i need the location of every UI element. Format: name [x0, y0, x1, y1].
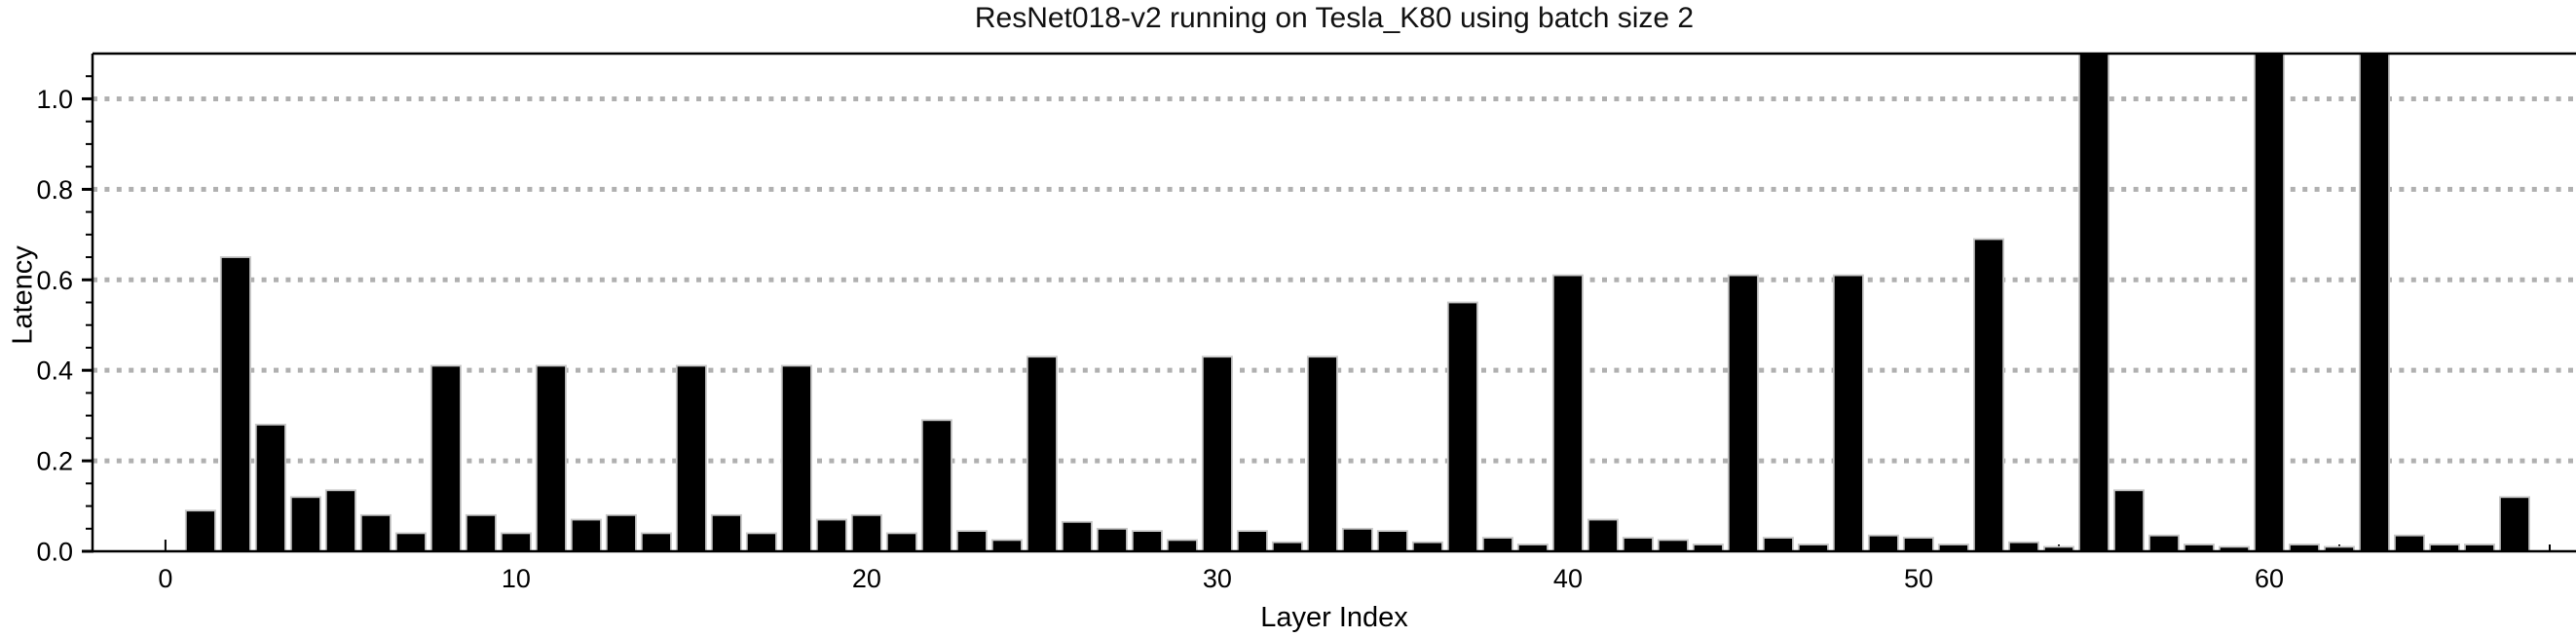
- bar-layer-5: [324, 489, 356, 551]
- bar-layer-46: [1762, 537, 1794, 551]
- bar-layer-31: [1236, 530, 1268, 551]
- bar-layer-67: [2498, 496, 2530, 551]
- bar-layer-13: [605, 513, 637, 551]
- bar-layer-29: [1166, 539, 1198, 551]
- bar-layer-30: [1201, 356, 1233, 551]
- y-tick-label: 0.0: [36, 538, 73, 567]
- bar-layer-35: [1376, 530, 1408, 551]
- bar-layer-63: [2358, 54, 2390, 551]
- bar-layer-62: [2323, 545, 2355, 551]
- bar-layer-47: [1797, 544, 1829, 551]
- bar-layer-40: [1551, 274, 1584, 551]
- bar-layer-1: [184, 509, 216, 551]
- bar-layer-3: [254, 423, 286, 551]
- bar-layer-17: [745, 532, 777, 551]
- bar-layer-53: [2007, 541, 2039, 551]
- x-tick-label: 30: [1203, 564, 1232, 593]
- bar-layer-64: [2393, 534, 2425, 551]
- x-axis-label: Layer Index: [1260, 602, 1408, 633]
- bar-layer-52: [1973, 238, 2005, 551]
- y-tick-label: 0.2: [36, 447, 73, 476]
- bar-layer-10: [500, 532, 532, 551]
- bar-layer-44: [1692, 544, 1724, 551]
- bar-layer-54: [2042, 545, 2074, 551]
- bar-layer-28: [1131, 530, 1163, 551]
- bar-layer-61: [2288, 544, 2320, 551]
- chart-title: ResNet018-v2 running on Tesla_K80 using …: [974, 2, 1695, 34]
- bar-layer-18: [780, 364, 812, 551]
- bar-layer-42: [1622, 537, 1654, 551]
- bar-layer-39: [1516, 544, 1549, 551]
- bar-layer-27: [1096, 527, 1128, 551]
- y-axis-label: Latency: [7, 245, 39, 345]
- y-tick-label: 1.0: [36, 85, 73, 114]
- bar-layer-55: [2077, 54, 2109, 551]
- bar-layer-59: [2218, 545, 2250, 551]
- bar-layer-45: [1727, 274, 1759, 551]
- bar-layer-56: [2112, 489, 2145, 551]
- bar-layer-2: [219, 256, 251, 551]
- bar-layer-43: [1657, 539, 1689, 551]
- bar-layer-7: [394, 532, 427, 551]
- bar-layer-16: [710, 513, 742, 551]
- bar-layer-11: [535, 364, 567, 551]
- bar-layer-26: [1061, 520, 1093, 551]
- bar-layer-20: [850, 513, 882, 551]
- bar-layer-36: [1411, 541, 1443, 551]
- bar-layer-38: [1481, 537, 1513, 551]
- x-tick-label: 50: [1904, 564, 1933, 593]
- bar-layer-49: [1867, 534, 1899, 551]
- bar-layer-15: [675, 364, 707, 551]
- bar-layer-51: [1937, 544, 1969, 551]
- bar-layer-65: [2428, 544, 2460, 551]
- bar-layer-25: [1026, 356, 1058, 551]
- x-tick-label: 20: [852, 564, 881, 593]
- bar-layer-22: [920, 419, 952, 551]
- bar-layer-33: [1306, 356, 1338, 551]
- bar-layer-34: [1341, 527, 1373, 551]
- bar-layer-9: [465, 513, 497, 551]
- bar-layer-66: [2463, 544, 2495, 551]
- bar-layer-6: [359, 513, 392, 551]
- y-tick-label: 0.8: [36, 175, 73, 205]
- bar-layer-21: [885, 532, 917, 551]
- x-tick-label: 40: [1553, 564, 1583, 593]
- x-tick-label: 0: [158, 564, 172, 593]
- x-tick-label: 10: [502, 564, 531, 593]
- bar-layer-8: [429, 364, 462, 551]
- y-tick-label: 0.6: [36, 266, 73, 295]
- bar-layer-37: [1446, 301, 1478, 551]
- bar-layer-32: [1271, 541, 1303, 551]
- bar-layer-24: [990, 539, 1023, 551]
- bars-group: [184, 54, 2530, 551]
- bar-layer-12: [570, 518, 602, 551]
- bar-layer-57: [2147, 534, 2180, 551]
- bar-layer-50: [1902, 537, 1934, 551]
- bar-layer-48: [1832, 274, 1864, 551]
- bar-layer-23: [955, 530, 988, 551]
- x-tick-label: 60: [2255, 564, 2284, 593]
- bar-layer-19: [815, 518, 847, 551]
- bar-layer-4: [289, 496, 321, 551]
- bar-layer-14: [640, 532, 672, 551]
- bar-layer-58: [2183, 544, 2215, 551]
- bar-layer-41: [1587, 518, 1619, 551]
- bar-layer-60: [2253, 54, 2285, 551]
- y-tick-label: 0.4: [36, 357, 73, 386]
